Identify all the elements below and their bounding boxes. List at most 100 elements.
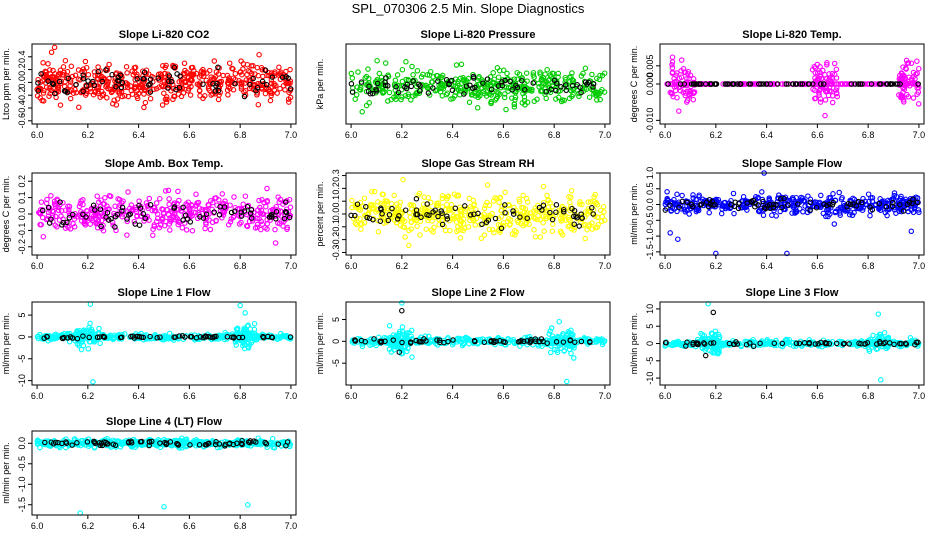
data-point [730, 190, 737, 197]
data-point [519, 75, 525, 81]
data-point [444, 216, 451, 222]
y-axis-label: ml/min per min. [629, 183, 639, 245]
y-tick-label: 0 [331, 339, 341, 344]
data-point [45, 204, 52, 211]
data-point [166, 201, 172, 208]
data-point [238, 213, 245, 219]
data-point [92, 207, 98, 213]
data-point [577, 199, 583, 205]
data-point [166, 73, 173, 79]
data-point [482, 202, 489, 209]
data-point [268, 213, 274, 219]
data-point [268, 92, 274, 99]
data-point [37, 79, 44, 85]
data-point [193, 70, 200, 77]
data-point [119, 93, 126, 100]
data-point [259, 67, 266, 73]
y-tick-label: 0 [645, 341, 655, 346]
data-point [354, 221, 360, 228]
data-point [502, 91, 508, 97]
x-tick-label: 6.0 [345, 130, 358, 140]
data-point [189, 202, 195, 209]
data-point [247, 210, 254, 216]
x-tick-label: 6.0 [31, 130, 44, 140]
data-point [536, 84, 542, 90]
data-point [435, 78, 441, 84]
x-tick-label: 7.0 [599, 261, 612, 271]
data-point [73, 81, 79, 88]
data-point [488, 92, 494, 98]
data-point [520, 192, 526, 199]
data-point [116, 89, 123, 95]
data-point [272, 226, 278, 233]
data-point [95, 76, 101, 83]
data-point [413, 207, 420, 213]
data-point [85, 72, 92, 78]
data-point [543, 88, 549, 95]
data-point [485, 217, 492, 223]
data-point [481, 205, 488, 212]
data-point [266, 214, 273, 220]
data-point [824, 75, 830, 82]
data-point [472, 222, 478, 228]
data-point [915, 101, 922, 107]
data-point [382, 217, 388, 223]
data-point [669, 91, 675, 97]
data-point [452, 205, 459, 212]
data-point [254, 64, 261, 71]
data-point [352, 212, 358, 219]
data-point [868, 81, 875, 87]
data-point [409, 354, 415, 360]
data-point [542, 82, 549, 88]
data-point [52, 90, 58, 97]
x-tick-label: 6.0 [659, 391, 672, 401]
data-point [113, 102, 120, 108]
data-point [399, 307, 405, 314]
data-point [457, 75, 464, 82]
data-point [688, 90, 694, 97]
data-point [362, 75, 368, 81]
data-points [664, 54, 922, 119]
data-point [202, 206, 208, 213]
data-point [400, 176, 406, 183]
data-point [391, 192, 397, 199]
data-point [593, 92, 599, 99]
data-point [910, 95, 917, 101]
data-point [463, 206, 469, 212]
data-point [68, 63, 75, 70]
data-point [67, 82, 73, 89]
data-point [423, 82, 429, 88]
y-axis-label: Ltco ppm per min. [1, 48, 11, 120]
data-point [106, 192, 113, 199]
data-point [900, 64, 906, 70]
data-point [80, 201, 86, 208]
data-point [684, 76, 690, 82]
data-point [57, 102, 64, 108]
data-point [256, 51, 262, 58]
data-point [405, 91, 412, 97]
data-point [774, 81, 781, 87]
data-point [104, 209, 111, 216]
data-point [585, 199, 591, 205]
y-tick-label: 0.2 [331, 182, 341, 195]
data-point [199, 206, 205, 213]
data-point [268, 77, 275, 83]
x-tick-label: 6.4 [132, 391, 145, 401]
data-point [458, 218, 465, 225]
data-point [439, 192, 446, 199]
data-point [263, 81, 270, 88]
x-tick-label: 7.0 [285, 130, 298, 140]
x-tick-label: 7.0 [913, 261, 926, 271]
data-point [189, 228, 196, 234]
data-point [818, 75, 825, 82]
data-point [283, 199, 289, 205]
data-point [49, 80, 56, 87]
data-point [403, 59, 409, 65]
data-point [502, 204, 508, 210]
data-point [354, 201, 361, 207]
data-point [215, 87, 222, 94]
data-point [208, 74, 214, 80]
data-point [359, 109, 365, 115]
data-point [439, 217, 445, 224]
